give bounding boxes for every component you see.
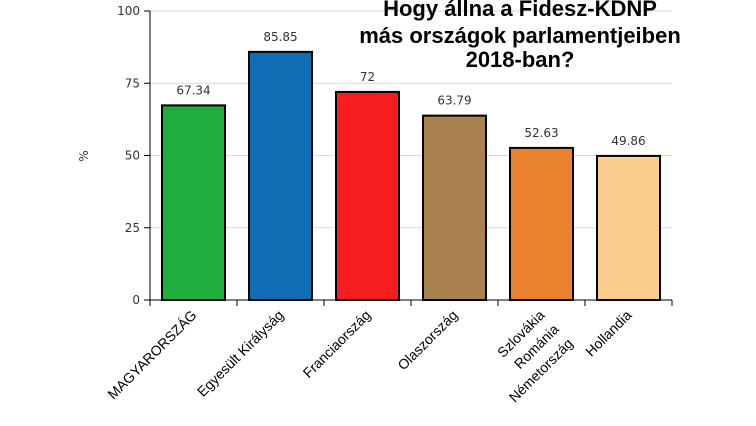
bar [422,114,487,301]
category-label-line: MAGYARORSZÁG [104,307,199,402]
chart-title-line: más országok parlamentjeiben [359,23,681,48]
category-label-line: Olaszország [394,307,460,373]
value-label: 85.85 [263,30,297,44]
bar [335,90,400,301]
category-label: Egyesült Királyság [194,307,287,400]
y-tick-label: 0 [132,293,140,307]
category-label: Franciaország [300,307,374,381]
gridlines [150,10,672,229]
category-label-line: Hollandia [582,307,635,360]
value-label: 63.79 [437,94,471,108]
category-label: MAGYARORSZÁG [104,307,199,402]
category-label-line: Franciaország [300,307,374,381]
category-label: Olaszország [394,307,460,373]
y-axis-label: % [77,150,91,161]
bar [161,104,226,301]
y-tick-label: 50 [125,149,140,163]
category-label: Hollandia [582,307,635,360]
value-label: 52.63 [524,126,558,140]
value-label: 72 [360,70,375,84]
x-ticks [149,300,673,306]
value-labels: 67.34 85.85 72 63.79 52.63 49.86 [176,30,645,148]
bar [509,146,574,301]
y-tick-label: 75 [125,76,140,90]
y-ticks: 0 25 50 75 100 [117,4,150,307]
chart-title-line: Hogy állna a Fidesz-KDNP [383,0,657,21]
y-tick-label: 100 [117,4,140,18]
category-label: SzlovákiaRomániaNémetország [477,307,576,406]
bar [248,50,313,302]
category-label-line: Egyesült Királyság [194,307,287,400]
value-label: 49.86 [611,134,645,148]
chart-title-line: 2018-ban? [466,47,575,72]
bars [161,50,661,302]
bar [596,154,661,301]
y-tick-label: 25 [125,221,140,235]
value-label: 67.34 [176,83,210,97]
